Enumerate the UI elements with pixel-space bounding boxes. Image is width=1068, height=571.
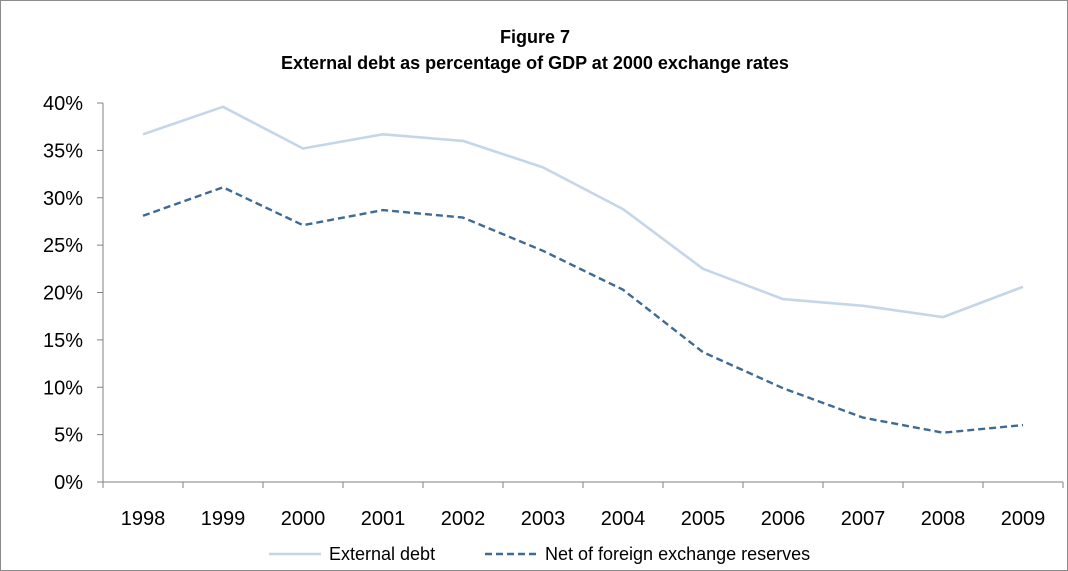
x-tick-label: 1999 xyxy=(201,508,246,530)
x-tick-label: 2009 xyxy=(1001,508,1046,530)
series-group xyxy=(142,105,1024,434)
x-tick-label: 2007 xyxy=(841,508,886,530)
y-axis: 0% 5% 10% 15% 20% 25% 30% 35% 40% xyxy=(43,93,104,494)
y-tick-label: 20% xyxy=(43,283,83,305)
x-tick-label: 2005 xyxy=(681,508,726,530)
x-tick-label: 1998 xyxy=(121,508,166,530)
y-tick-label: 0% xyxy=(54,472,83,494)
y-tick-label: 35% xyxy=(43,140,83,162)
x-tick-label: 2002 xyxy=(441,508,486,530)
x-tick-label: 2006 xyxy=(761,508,806,530)
series-line-external-debt xyxy=(142,105,1024,319)
series-line-net-of-reserves xyxy=(142,186,1024,434)
y-tick-label: 40% xyxy=(43,93,83,115)
legend: External debt Net of foreign exchange re… xyxy=(269,544,810,564)
x-tick-label: 2008 xyxy=(921,508,966,530)
x-tick-label: 2003 xyxy=(521,508,566,530)
y-tick-label: 10% xyxy=(43,377,83,399)
y-tick-label: 5% xyxy=(54,425,83,447)
y-tick-label: 15% xyxy=(43,330,83,352)
legend-label-net-of-reserves: Net of foreign exchange reserves xyxy=(545,544,810,564)
y-tick-label: 25% xyxy=(43,235,83,257)
x-axis: 1998 1999 2000 2001 2002 2003 2004 2005 2006 2007… xyxy=(102,481,1064,530)
legend-label-external-debt: External debt xyxy=(329,544,435,564)
x-tick-label: 2000 xyxy=(281,508,326,530)
x-tick-label: 2004 xyxy=(601,508,646,530)
y-tick-label: 30% xyxy=(43,188,83,210)
x-tick-label: 2001 xyxy=(361,508,406,530)
chart-subtitle: External debt as percentage of GDP at 20… xyxy=(281,53,789,73)
chart-title: Figure 7 xyxy=(500,27,570,47)
